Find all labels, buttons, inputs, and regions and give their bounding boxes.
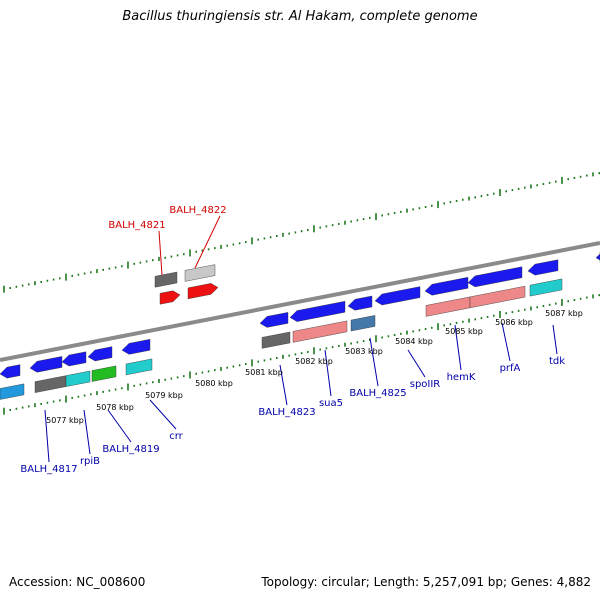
callout-line: [194, 215, 221, 269]
gene-callouts: BALH_4821 BALH_4822 BALH_4817rpiBBALH_4819…: [20, 205, 565, 475]
callout-line: [83, 409, 91, 455]
gene-features: [0, 251, 600, 400]
callout-line: [324, 349, 332, 397]
scale-labels: 5077 kbp 5078 kbp 5079 kbp 5080 kbp 5081 kbp…: [46, 309, 583, 425]
scale-label: 5086 kbp: [495, 318, 533, 327]
scale-ticks: [3, 172, 600, 415]
callout-line: [454, 324, 462, 371]
callout-line: [149, 399, 177, 430]
gene-block: [125, 358, 153, 376]
map-title: Bacillus thuringiensis str. Al Hakam, co…: [122, 9, 478, 24]
scale-label: 5083 kbp: [345, 347, 383, 356]
callout-line: [44, 409, 50, 463]
gene-arrow: [159, 290, 181, 305]
topology-info: Topology: circular; Length: 5,257,091 bp…: [261, 575, 591, 589]
gene-label: BALH_4825: [349, 388, 406, 399]
gene-arrow: [374, 286, 421, 306]
gene-block: [292, 320, 348, 343]
scale-label: 5082 kbp: [295, 357, 333, 366]
accession-label: Accession: NC_008600: [9, 575, 146, 589]
gene-block: [350, 315, 376, 332]
gene-arrow: [187, 283, 219, 300]
gene-arrow: [29, 356, 63, 373]
gene-block: [0, 383, 25, 400]
gene-label: BALH_4822: [169, 205, 226, 216]
gene-block: [34, 375, 67, 393]
gene-block: [261, 331, 291, 349]
gene-block: [469, 285, 526, 309]
scale-label: 5084 kbp: [395, 337, 433, 346]
gene-arrow: [347, 295, 373, 311]
gene-arrow: [0, 364, 21, 379]
gene-label: rpiB: [80, 456, 100, 467]
scale-label: 5085 kbp: [445, 327, 483, 336]
callout-line: [369, 337, 379, 387]
gene-label: spoIIR: [410, 379, 441, 390]
gene-arrow: [121, 339, 151, 355]
gene-label: prfA: [500, 363, 521, 374]
genome-backbone: [0, 241, 600, 362]
gene-arrow: [467, 266, 523, 288]
callout-line: [552, 324, 558, 355]
gene-block: [65, 370, 91, 387]
scale-label: 5078 kbp: [96, 403, 134, 412]
gene-block: [529, 278, 563, 297]
gene-arrow: [424, 276, 469, 296]
gene-block: [184, 264, 216, 282]
scale-label: 5080 kbp: [195, 379, 233, 388]
gene-label: crr: [169, 431, 183, 442]
gene-label: BALH_4821: [108, 220, 165, 231]
gene-label: tdk: [549, 356, 565, 367]
gene-block: [154, 271, 178, 288]
gene-block: [91, 365, 117, 382]
scale-label: 5081 kbp: [245, 368, 283, 377]
callout-line: [407, 349, 426, 378]
gene-label: hemK: [447, 372, 476, 383]
callout-line: [279, 364, 288, 406]
gene-label: sua5: [319, 398, 343, 409]
gene-arrow: [61, 351, 87, 367]
gene-label: BALH_4817: [20, 464, 77, 475]
scale-label: 5079 kbp: [145, 391, 183, 400]
callout-line: [158, 230, 163, 276]
gene-block: [425, 296, 471, 317]
gene-label: BALH_4823: [258, 407, 315, 418]
callout-line: [501, 322, 511, 362]
callout-line: [107, 409, 132, 443]
gene-arrow: [527, 259, 559, 276]
gene-arrow: [289, 300, 346, 322]
scale-label: 5087 kbp: [545, 309, 583, 318]
gene-label: BALH_4819: [102, 444, 159, 455]
gene-arrow: [595, 251, 600, 263]
scale-label: 5077 kbp: [46, 416, 84, 425]
gene-arrow: [259, 312, 289, 328]
gene-arrow: [87, 346, 113, 362]
